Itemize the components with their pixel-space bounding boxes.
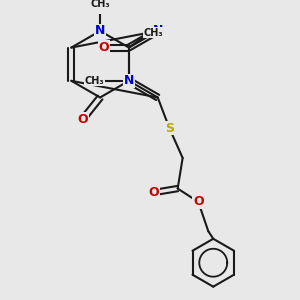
Text: O: O	[77, 112, 88, 126]
Text: O: O	[193, 195, 204, 208]
Text: N: N	[124, 74, 134, 87]
Text: CH₃: CH₃	[144, 28, 163, 38]
Text: N: N	[124, 74, 134, 87]
Text: CH₃: CH₃	[85, 76, 104, 86]
Text: N: N	[95, 24, 105, 38]
Text: O: O	[99, 41, 109, 54]
Text: CH₃: CH₃	[90, 0, 110, 9]
Text: N: N	[152, 24, 163, 38]
Text: O: O	[148, 186, 159, 199]
Text: S: S	[165, 122, 174, 134]
